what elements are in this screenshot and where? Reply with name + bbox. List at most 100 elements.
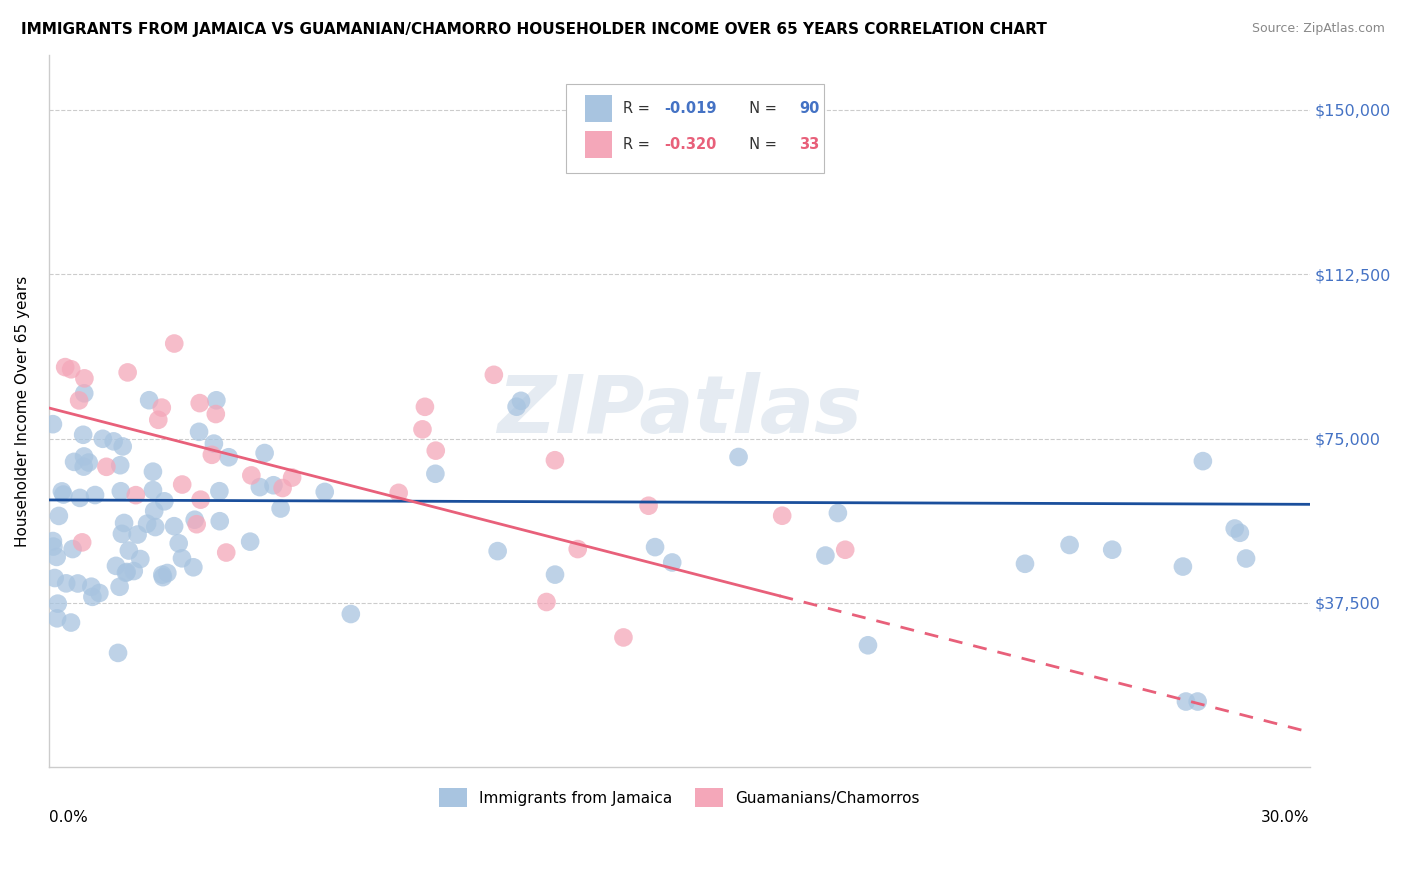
Point [46,597,69,611]
Point [152,570,174,584]
Point [104,558,127,573]
Point [240,468,263,483]
Point [82,590,104,604]
Point [536,595,558,609]
Text: -0.320: -0.320 [664,136,717,152]
Point [110,484,132,499]
Point [188,425,211,439]
Point [567,542,589,557]
Text: 90: 90 [799,101,820,116]
Point [84,488,107,502]
Point [1234,551,1257,566]
Point [1229,525,1251,540]
Point [770,508,793,523]
Point [73,459,96,474]
Point [48,508,70,523]
Point [111,439,134,453]
Point [1014,557,1036,571]
Point [96,459,118,474]
Point [142,465,165,479]
Point [111,526,134,541]
Point [204,407,226,421]
Point [239,534,262,549]
Text: R =: R = [623,136,654,152]
Point [153,494,176,508]
Point [544,567,567,582]
Point [73,450,96,464]
Point [129,552,152,566]
Point [544,453,567,467]
Point [118,543,141,558]
Point [70,535,93,549]
Point [77,456,100,470]
Point [73,371,96,385]
Point [103,434,125,449]
Point [183,513,205,527]
Text: IMMIGRANTS FROM JAMAICA VS GUAMANIAN/CHAMORRO HOUSEHOLDER INCOME OVER 65 YEARS C: IMMIGRANTS FROM JAMAICA VS GUAMANIAN/CHA… [21,22,1047,37]
Point [112,516,135,530]
Point [186,517,208,532]
Point [167,536,190,550]
Point [143,504,166,518]
Point [314,484,336,499]
Point [482,368,505,382]
Point [263,478,285,492]
Point [205,393,228,408]
Point [115,565,138,579]
Point [208,484,231,499]
Point [69,491,91,505]
Point [138,393,160,408]
Point [115,566,138,580]
Text: 33: 33 [799,136,820,152]
Point [63,455,86,469]
Point [425,467,447,481]
Point [51,484,73,499]
Point [127,527,149,541]
Text: ZIPatlas: ZIPatlas [496,372,862,450]
Point [142,483,165,497]
Bar [585,95,613,122]
Point [637,499,659,513]
Point [45,549,67,564]
Point [215,545,238,559]
Point [1223,521,1246,535]
Point [108,458,131,473]
Point [425,443,447,458]
Point [73,386,96,401]
Point [727,450,749,464]
Point [117,365,139,379]
Point [46,611,69,625]
Point [107,646,129,660]
Point [281,470,304,484]
Point [60,362,83,376]
Point [136,516,159,531]
Point [411,422,433,436]
FancyBboxPatch shape [565,84,824,173]
Point [856,638,879,652]
Point [163,519,186,533]
Point [52,487,75,501]
Point [1101,542,1123,557]
Point [108,580,131,594]
Point [62,542,84,557]
Point [253,446,276,460]
Point [340,607,363,621]
Text: Source: ZipAtlas.com: Source: ZipAtlas.com [1251,22,1385,36]
Point [814,549,837,563]
Text: N =: N = [740,136,782,152]
Point [150,567,173,582]
Point [190,492,212,507]
Point [148,413,170,427]
Point [661,556,683,570]
Point [183,560,205,574]
Point [59,615,82,630]
Point [1059,538,1081,552]
Point [249,480,271,494]
Point [122,564,145,578]
Point [1187,694,1209,708]
Point [188,396,211,410]
Point [218,450,240,465]
Point [66,576,89,591]
Text: 0.0%: 0.0% [49,810,87,825]
Point [156,566,179,580]
